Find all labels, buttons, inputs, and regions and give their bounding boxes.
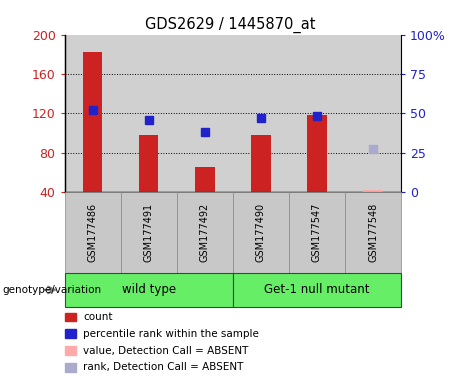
Text: GSM177548: GSM177548 — [368, 203, 378, 262]
Text: GSM177492: GSM177492 — [200, 203, 210, 262]
Text: GDS2629 / 1445870_at: GDS2629 / 1445870_at — [145, 17, 316, 33]
Text: wild type: wild type — [122, 283, 176, 296]
Bar — [363, 190, 383, 192]
Text: GSM177547: GSM177547 — [312, 203, 322, 262]
Text: GSM177486: GSM177486 — [88, 203, 98, 262]
Text: value, Detection Call = ABSENT: value, Detection Call = ABSENT — [83, 346, 248, 356]
Text: count: count — [83, 312, 112, 322]
Text: Get-1 null mutant: Get-1 null mutant — [264, 283, 370, 296]
Bar — [139, 135, 159, 192]
Text: GSM177490: GSM177490 — [256, 203, 266, 262]
Bar — [83, 52, 102, 192]
Text: percentile rank within the sample: percentile rank within the sample — [83, 329, 259, 339]
Bar — [195, 167, 214, 192]
Bar — [307, 115, 327, 192]
Bar — [251, 135, 271, 192]
Text: genotype/variation: genotype/variation — [2, 285, 101, 295]
Text: rank, Detection Call = ABSENT: rank, Detection Call = ABSENT — [83, 362, 243, 372]
Text: GSM177491: GSM177491 — [144, 203, 154, 262]
